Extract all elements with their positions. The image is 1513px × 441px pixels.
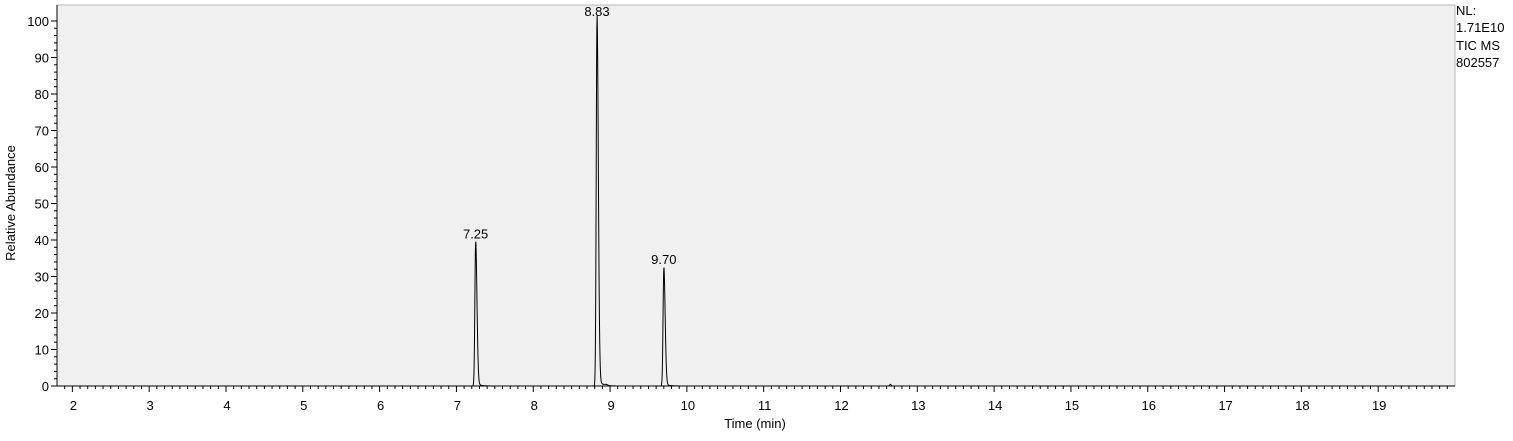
- x-tick-label: 6: [377, 398, 384, 413]
- x-tick-label: 9: [607, 398, 614, 413]
- x-axis-title: Time (min): [724, 416, 786, 431]
- peak-label: 8.83: [584, 4, 609, 19]
- tic-trace-line: [57, 15, 1455, 387]
- x-tick-label: 2: [70, 398, 77, 413]
- plot-area: [56, 4, 1456, 387]
- y-tick-label: 90: [35, 51, 49, 66]
- peak-label: 9.70: [651, 252, 676, 267]
- y-axis-title: Relative Abundance: [3, 145, 18, 261]
- info-nl-label: NL:: [1456, 3, 1476, 18]
- y-tick-label: 80: [35, 87, 49, 102]
- x-tick-label: 19: [1372, 398, 1386, 413]
- x-tick-label: 10: [681, 398, 695, 413]
- x-tick-label: 12: [834, 398, 848, 413]
- x-tick-label: 18: [1295, 398, 1309, 413]
- x-tick-label: 7: [454, 398, 461, 413]
- y-tick-label: 40: [35, 233, 49, 248]
- y-tick-label: 30: [35, 270, 49, 285]
- x-tick-label: 17: [1218, 398, 1232, 413]
- info-nl-value: 1.71E10: [1456, 20, 1504, 35]
- x-tick-label: 16: [1142, 398, 1156, 413]
- x-tick-label: 11: [758, 398, 772, 413]
- x-tick-label: 5: [300, 398, 307, 413]
- peak-label: 7.25: [463, 227, 488, 242]
- x-tick-label: 4: [223, 398, 230, 413]
- y-tick-label: 70: [35, 124, 49, 139]
- x-axis: 2 3 4 5 6 7 8 9 10 11 12 13 14 15 16 17 18 19: [57, 385, 1455, 413]
- x-tick-label: 13: [911, 398, 925, 413]
- info-file-id: 802557: [1456, 55, 1499, 70]
- y-tick-label: 20: [35, 306, 49, 321]
- x-tick-label: 14: [988, 398, 1002, 413]
- y-tick-label: 60: [35, 160, 49, 175]
- y-axis: 0 10 20 30 40 50 60 70 80 90 100: [27, 5, 58, 394]
- peak-labels: 7.25 8.83 9.70: [463, 4, 677, 267]
- x-tick-label: 3: [147, 398, 154, 413]
- x-tick-label: 8: [531, 398, 538, 413]
- scan-info: NL: 1.71E10 TIC MS 802557: [1456, 3, 1504, 70]
- y-tick-label: 100: [27, 14, 49, 29]
- y-tick-label: 10: [35, 343, 49, 358]
- info-scan-type: TIC MS: [1456, 38, 1500, 53]
- x-tick-label: 15: [1065, 398, 1079, 413]
- y-tick-label: 50: [35, 197, 49, 212]
- y-tick-label: 0: [42, 379, 49, 394]
